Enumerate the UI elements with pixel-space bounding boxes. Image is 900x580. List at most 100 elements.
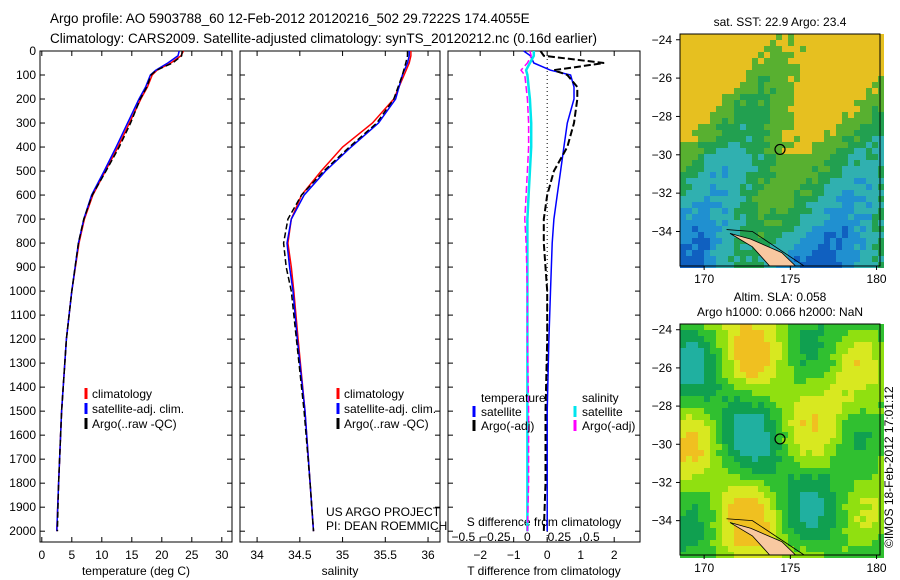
map-cell — [812, 142, 818, 148]
map-cell — [740, 118, 746, 124]
map-cell — [722, 474, 728, 480]
map-cell — [728, 462, 734, 468]
map-cell — [692, 226, 698, 232]
map-cell — [866, 226, 872, 232]
map-cell — [734, 250, 740, 256]
map-cell — [692, 130, 698, 136]
salinity-panel: 34 34.5 35 35.5 36salinityclimatologysatelli… — [239, 50, 447, 578]
map-cell — [878, 402, 884, 408]
map-cell — [770, 172, 776, 178]
map-cell — [824, 450, 830, 456]
map-cell — [746, 342, 752, 348]
map-cell — [812, 354, 818, 360]
map-cell — [854, 130, 860, 136]
map-cell — [854, 396, 860, 402]
map-cell — [842, 384, 848, 390]
map-cell — [854, 534, 860, 540]
map-cell — [752, 64, 758, 70]
map-cell — [854, 142, 860, 148]
map-cell — [800, 348, 806, 354]
legend-title-temperature: temperature — [481, 391, 546, 405]
map-cell — [776, 396, 782, 402]
map-cell — [698, 148, 704, 154]
map-cell — [860, 112, 866, 118]
map-cell — [848, 486, 854, 492]
map-cell — [710, 154, 716, 160]
map-cell — [704, 142, 710, 148]
map-cell — [848, 70, 854, 76]
credit-text: ©IMOS 18-Feb-2012 17:01:12 — [882, 386, 896, 548]
map-cell — [836, 360, 842, 366]
map-cell — [782, 342, 788, 348]
map-cell — [716, 498, 722, 504]
map-cell — [752, 522, 758, 528]
map-cell — [824, 256, 830, 262]
map-cell — [752, 100, 758, 106]
map-cell — [836, 438, 842, 444]
map-cell — [872, 486, 878, 492]
map-cell — [860, 226, 866, 232]
map-cell — [818, 178, 824, 184]
map-cell — [866, 106, 872, 112]
map-cell — [866, 348, 872, 354]
map-cell — [848, 522, 854, 528]
map-cell — [824, 396, 830, 402]
map-cell — [782, 46, 788, 52]
map-cell — [740, 504, 746, 510]
map-cell — [836, 492, 842, 498]
map-cell — [686, 384, 692, 390]
map-cell — [848, 130, 854, 136]
map-cell — [758, 148, 764, 154]
map-cell — [818, 160, 824, 166]
map-cell — [830, 82, 836, 88]
map-cell — [860, 154, 866, 160]
map-cell — [740, 112, 746, 118]
map-cell — [818, 504, 824, 510]
map-cell — [866, 438, 872, 444]
map-cell — [836, 480, 842, 486]
map-cell — [710, 58, 716, 64]
map-cell — [782, 480, 788, 486]
map-cell — [878, 124, 884, 130]
map-cell — [722, 336, 728, 342]
map-cell — [836, 504, 842, 510]
map-cell — [692, 88, 698, 94]
map-cell — [800, 208, 806, 214]
map-cell — [698, 540, 704, 546]
plot-frame — [39, 50, 233, 543]
map-cell — [806, 504, 812, 510]
map-cell — [686, 396, 692, 402]
map-cell — [812, 462, 818, 468]
map-cell — [716, 136, 722, 142]
map-cell — [734, 256, 740, 262]
map-cell — [734, 504, 740, 510]
map-cell — [824, 432, 830, 438]
map-cell — [692, 52, 698, 58]
map-cell — [788, 94, 794, 100]
map-cell — [692, 214, 698, 220]
map-cell — [878, 504, 884, 510]
map-cell — [692, 498, 698, 504]
map-cell — [866, 232, 872, 238]
map-cell — [788, 214, 794, 220]
map-cell — [776, 118, 782, 124]
map-cell — [788, 456, 794, 462]
map-cell — [824, 76, 830, 82]
map-cell — [728, 154, 734, 160]
map-cell — [764, 348, 770, 354]
map-cell — [764, 366, 770, 372]
map-cell — [716, 238, 722, 244]
map-cell — [740, 492, 746, 498]
map-cell — [800, 408, 806, 414]
series-line-t-satellite — [523, 50, 575, 532]
map-cell — [686, 208, 692, 214]
map-cell — [680, 540, 686, 546]
map-cell — [716, 534, 722, 540]
map-cell — [818, 348, 824, 354]
map-cell — [680, 426, 686, 432]
map-cell — [860, 336, 866, 342]
map-cell — [680, 528, 686, 534]
map-cell — [848, 112, 854, 118]
map-cell — [686, 360, 692, 366]
map-cell — [836, 456, 842, 462]
